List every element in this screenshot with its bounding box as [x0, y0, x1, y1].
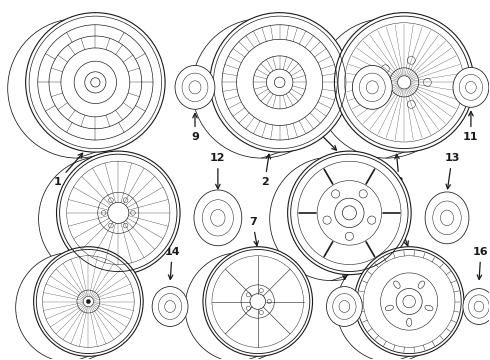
Ellipse shape: [39, 157, 162, 280]
Ellipse shape: [288, 151, 411, 275]
Text: 2: 2: [261, 154, 270, 187]
Ellipse shape: [270, 157, 393, 280]
Ellipse shape: [25, 13, 165, 152]
Ellipse shape: [463, 289, 490, 324]
Text: 5: 5: [336, 158, 362, 202]
Text: 9: 9: [191, 113, 199, 142]
Text: 1: 1: [53, 153, 83, 187]
Ellipse shape: [194, 190, 242, 246]
Text: 11: 11: [463, 112, 479, 142]
Text: 13: 13: [444, 153, 460, 189]
Ellipse shape: [354, 247, 464, 356]
Text: 3: 3: [395, 154, 403, 187]
Text: 14: 14: [164, 247, 180, 279]
Ellipse shape: [56, 151, 180, 275]
Text: 15: 15: [339, 247, 354, 279]
Ellipse shape: [317, 19, 456, 158]
Text: 4: 4: [95, 118, 111, 149]
Text: 16: 16: [473, 247, 489, 279]
Ellipse shape: [335, 13, 474, 152]
Text: 12: 12: [210, 153, 225, 189]
Ellipse shape: [175, 66, 215, 109]
Text: 5: 5: [306, 118, 337, 150]
Ellipse shape: [352, 66, 392, 109]
Ellipse shape: [337, 253, 446, 360]
Ellipse shape: [152, 287, 188, 327]
Text: 7: 7: [249, 217, 258, 246]
Text: 8: 8: [395, 217, 408, 246]
Ellipse shape: [8, 19, 147, 158]
Ellipse shape: [16, 253, 125, 360]
Ellipse shape: [203, 247, 313, 356]
Text: 10: 10: [363, 113, 378, 142]
Ellipse shape: [210, 13, 349, 152]
Ellipse shape: [453, 67, 489, 107]
Ellipse shape: [185, 253, 294, 360]
Ellipse shape: [425, 192, 469, 244]
Ellipse shape: [86, 300, 91, 303]
Ellipse shape: [34, 247, 143, 356]
Ellipse shape: [192, 19, 331, 158]
Text: 6: 6: [74, 217, 88, 246]
Ellipse shape: [326, 287, 362, 327]
